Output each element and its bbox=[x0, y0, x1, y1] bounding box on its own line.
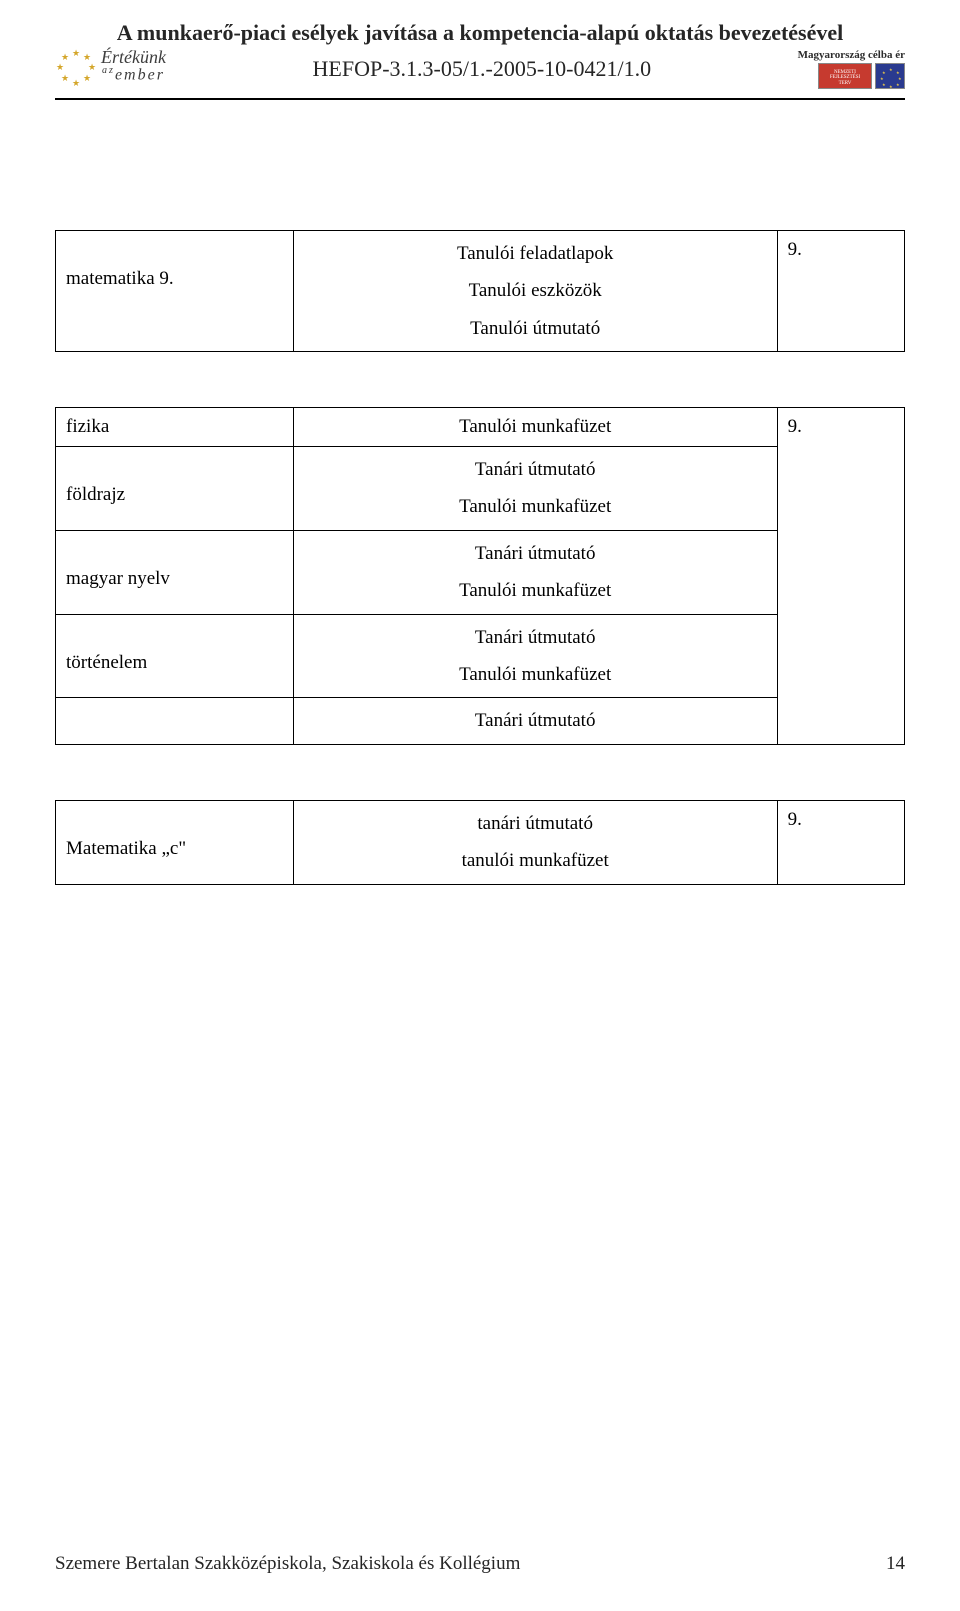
cell-materials: Tanulói feladatlapok Tanulói eszközök Ta… bbox=[293, 231, 777, 352]
flag-eu-icon: ★ ★ ★ ★ ★ ★ ★ ★ bbox=[875, 63, 905, 89]
table-1: matematika 9. Tanulói feladatlapok Tanul… bbox=[55, 230, 905, 352]
logo-right-caption: Magyarország célba ér bbox=[798, 49, 905, 61]
eu-stars-icon: ★ ★ ★ ★ ★ ★ ★ ★ bbox=[55, 48, 97, 90]
cell-materials: Tanári útmutató Tanulói munkafüzet bbox=[293, 530, 777, 614]
logo-right: Magyarország célba ér NEMZETI FEJLESZTÉS… bbox=[798, 49, 905, 89]
header-row: ★ ★ ★ ★ ★ ★ ★ ★ Értékünk azember HEFOP-3… bbox=[55, 48, 905, 90]
cell-subject: magyar nyelv bbox=[56, 530, 294, 614]
table-row: matematika 9. Tanulói feladatlapok Tanul… bbox=[56, 231, 905, 352]
cell-subject: történelem bbox=[56, 614, 294, 698]
footer-page-number: 14 bbox=[886, 1553, 905, 1575]
logo-left-sub bbox=[101, 84, 166, 90]
cell-subject: Matematika „c" bbox=[56, 800, 294, 884]
table-row: fizika Tanulói munkafüzet 9. bbox=[56, 408, 905, 446]
cell-materials: Tanári útmutató Tanulói munkafüzet bbox=[293, 614, 777, 698]
cell-grade: 9. bbox=[777, 408, 904, 745]
logo-right-flags: NEMZETI FEJLESZTÉSI TERV ★ ★ ★ ★ ★ ★ ★ ★ bbox=[818, 63, 905, 89]
cell-subject: fizika bbox=[56, 408, 294, 446]
cell-grade: 9. bbox=[777, 231, 904, 352]
page-header: A munkaerő-piaci esélyek javítása a komp… bbox=[55, 20, 905, 90]
page-title: A munkaerő-piaci esélyek javítása a komp… bbox=[55, 20, 905, 46]
header-divider bbox=[55, 98, 905, 100]
table-2: fizika Tanulói munkafüzet 9. földrajz Ta… bbox=[55, 407, 905, 745]
table-3: Matematika „c" tanári útmutató tanulói m… bbox=[55, 800, 905, 885]
logo-left-text: Értékünk azember bbox=[101, 48, 166, 89]
page-footer: Szemere Bertalan Szakközépiskola, Szakis… bbox=[55, 1553, 905, 1575]
logo-left-line2: azember bbox=[101, 66, 166, 83]
cell-subject: földrajz bbox=[56, 446, 294, 530]
cell-materials: tanári útmutató tanulói munkafüzet bbox=[293, 800, 777, 884]
logo-left-line1: Értékünk bbox=[101, 48, 166, 66]
cell-materials: Tanári útmutató bbox=[293, 698, 777, 744]
cell-grade: 9. bbox=[777, 800, 904, 884]
cell-subject: matematika 9. bbox=[56, 231, 294, 352]
cell-materials: Tanulói munkafüzet bbox=[293, 408, 777, 446]
header-code: HEFOP-3.1.3-05/1.-2005-10-0421/1.0 bbox=[166, 56, 798, 82]
flag-red-icon: NEMZETI FEJLESZTÉSI TERV bbox=[818, 63, 872, 89]
cell-materials: Tanári útmutató Tanulói munkafüzet bbox=[293, 446, 777, 530]
footer-left: Szemere Bertalan Szakközépiskola, Szakis… bbox=[55, 1553, 520, 1575]
logo-left: ★ ★ ★ ★ ★ ★ ★ ★ Értékünk azember bbox=[55, 48, 166, 90]
table-row: Matematika „c" tanári útmutató tanulói m… bbox=[56, 800, 905, 884]
cell-subject bbox=[56, 698, 294, 744]
